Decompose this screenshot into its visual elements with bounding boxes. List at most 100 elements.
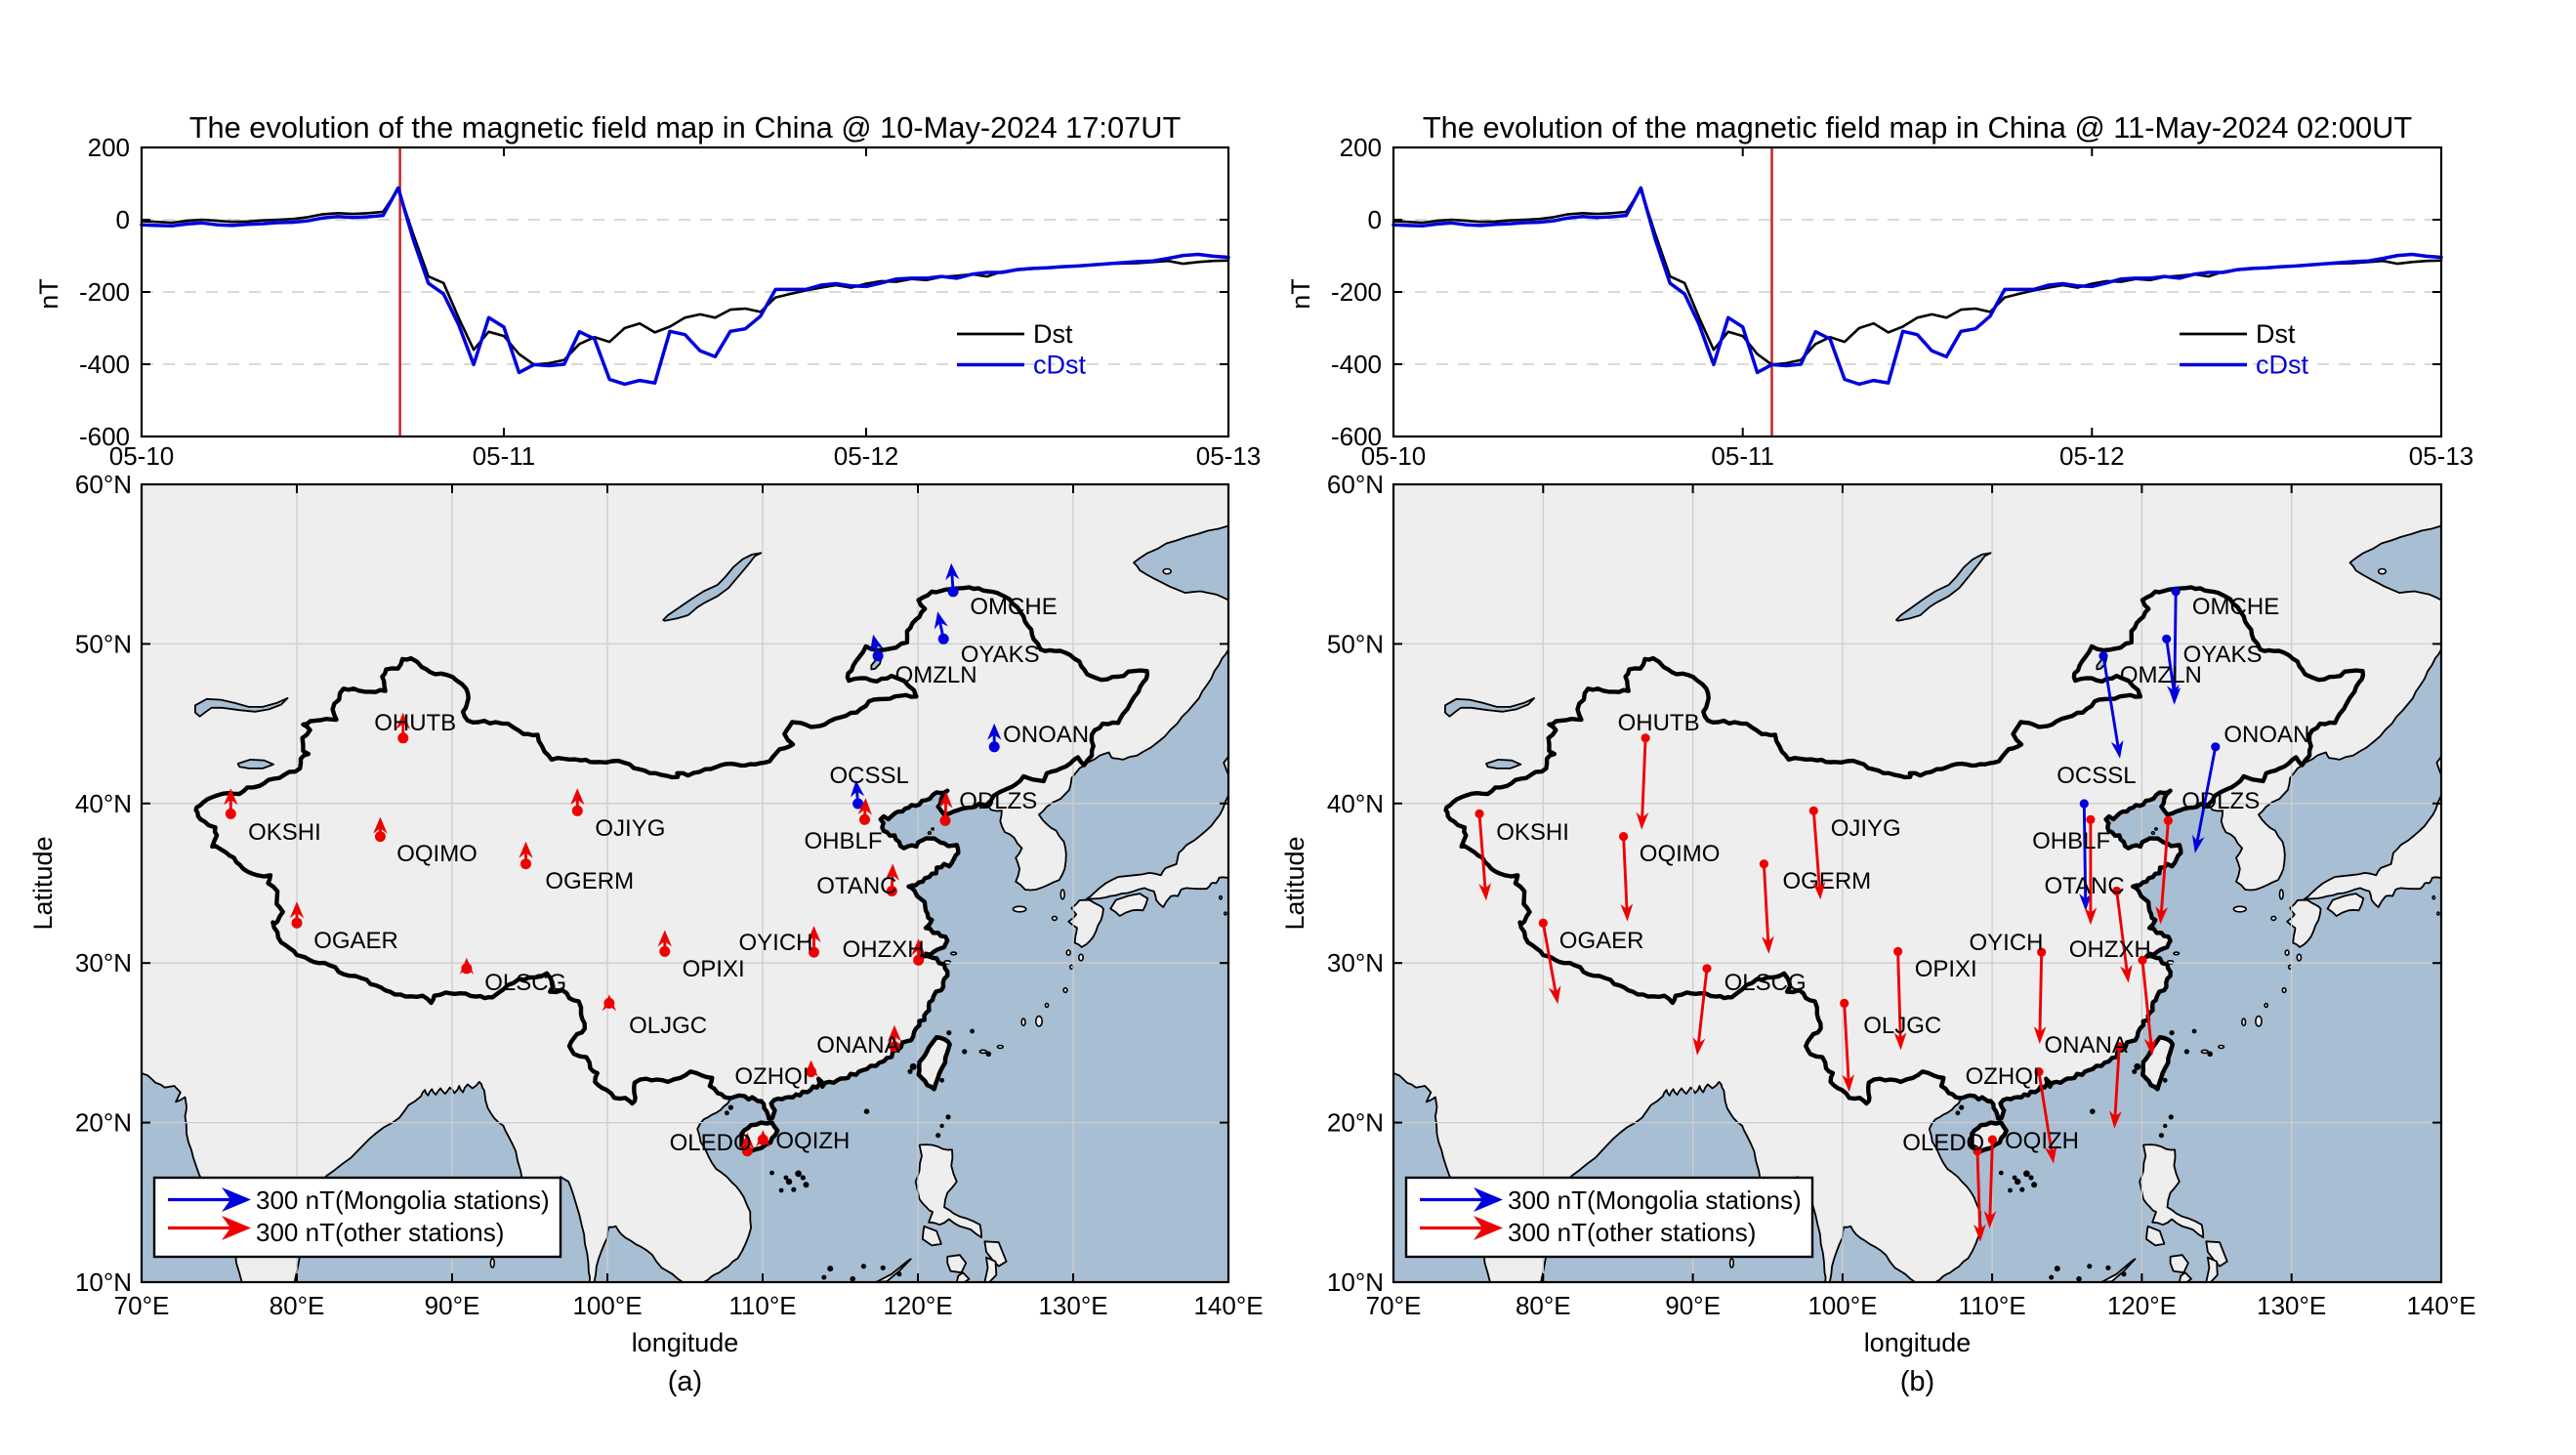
svg-text:OTANC: OTANC [816,873,896,899]
svg-text:OGERM: OGERM [545,868,634,894]
svg-text:OCSSL: OCSSL [830,763,909,789]
svg-text:-600: -600 [79,422,130,451]
svg-text:80°E: 80°E [270,1291,325,1320]
svg-text:OJIYG: OJIYG [595,815,665,842]
svg-text:longitude: longitude [1864,1328,1972,1357]
svg-text:140°E: 140°E [1193,1291,1263,1320]
svg-text:Dst: Dst [2256,319,2296,349]
svg-text:Latitude: Latitude [1280,836,1309,930]
svg-text:200: 200 [1340,133,1382,162]
svg-text:OTANC: OTANC [2045,873,2125,899]
svg-text:cDst: cDst [1033,351,1086,380]
svg-text:nT: nT [34,278,63,310]
svg-text:140°E: 140°E [2406,1291,2475,1320]
svg-text:OGAER: OGAER [313,928,398,954]
svg-text:OPIXI: OPIXI [1915,956,1977,982]
svg-text:OGERM: OGERM [1783,868,1872,894]
svg-text:OMZLN: OMZLN [2120,662,2202,688]
svg-text:20°N: 20°N [1327,1108,1384,1138]
svg-text:300 nT(other stations): 300 nT(other stations) [1508,1218,1756,1247]
svg-text:OJIYG: OJIYG [1831,815,1901,842]
svg-text:100°E: 100°E [572,1291,642,1320]
svg-text:-600: -600 [1331,422,1382,451]
svg-text:110°E: 110°E [728,1291,796,1320]
svg-text:30°N: 30°N [75,948,132,977]
svg-text:10°N: 10°N [1327,1268,1384,1297]
svg-text:OHBLF: OHBLF [2032,828,2110,854]
svg-text:OQIZH: OQIZH [775,1128,850,1154]
svg-text:40°N: 40°N [75,789,132,818]
svg-text:05-11: 05-11 [473,441,536,471]
svg-text:OQIZH: OQIZH [2005,1128,2079,1154]
svg-text:OGAER: OGAER [1559,928,1644,954]
svg-text:OLSCG: OLSCG [1724,970,1807,996]
svg-text:OLJGC: OLJGC [1863,1013,1941,1039]
svg-text:200: 200 [88,133,130,162]
svg-text:The evolution of the magnetic: The evolution of the magnetic field map … [1423,110,2413,145]
svg-text:05-13: 05-13 [1196,441,1262,471]
svg-text:OKSHI: OKSHI [1496,819,1569,846]
svg-text:(a): (a) [668,1366,702,1397]
svg-text:nT: nT [1286,278,1315,310]
svg-text:cDst: cDst [2256,351,2308,380]
svg-text:-200: -200 [79,277,130,307]
svg-text:ODLZS: ODLZS [2181,788,2260,814]
svg-text:10°N: 10°N [75,1268,132,1297]
svg-text:Latitude: Latitude [28,836,58,930]
svg-text:30°N: 30°N [1327,948,1384,977]
svg-text:OHZXH: OHZXH [2069,936,2151,963]
svg-text:ONANA: ONANA [816,1032,899,1059]
svg-text:120°E: 120°E [2107,1291,2177,1320]
svg-text:OMZLN: OMZLN [895,662,977,688]
svg-text:05-12: 05-12 [2059,441,2125,471]
svg-text:longitude: longitude [632,1328,739,1357]
svg-text:OLJGC: OLJGC [629,1013,707,1039]
svg-text:The evolution of the magnetic: The evolution of the magnetic field map … [189,110,1182,145]
svg-text:OQIMO: OQIMO [1640,841,1721,867]
svg-text:OHUTB: OHUTB [1618,710,1700,736]
svg-text:OCSSL: OCSSL [2057,763,2136,789]
svg-text:120°E: 120°E [883,1291,952,1320]
svg-text:110°E: 110°E [1958,1291,2025,1320]
svg-text:80°E: 80°E [1516,1291,1571,1320]
svg-text:OYICH: OYICH [739,930,813,956]
svg-text:OZHQI: OZHQI [1966,1063,2040,1090]
svg-text:60°N: 60°N [75,470,132,499]
svg-text:40°N: 40°N [1327,789,1384,818]
svg-text:90°E: 90°E [1665,1291,1721,1320]
svg-text:ODLZS: ODLZS [959,788,1037,814]
svg-text:50°N: 50°N [75,629,132,658]
svg-text:OPIXI: OPIXI [683,956,745,982]
svg-text:100°E: 100°E [1807,1291,1877,1320]
svg-text:OLEDO: OLEDO [670,1130,752,1156]
svg-text:0: 0 [1368,205,1382,234]
svg-text:Dst: Dst [1033,319,1073,349]
svg-text:OMCHE: OMCHE [2192,594,2279,620]
svg-text:OLSCG: OLSCG [484,970,566,996]
svg-text:ONANA: ONANA [2045,1032,2128,1059]
svg-text:OYICH: OYICH [1970,930,2044,956]
svg-text:05-11: 05-11 [1711,441,1774,471]
svg-text:OKSHI: OKSHI [248,819,321,846]
svg-text:ONOAN: ONOAN [2223,722,2309,748]
svg-text:300 nT(Mongolia stations): 300 nT(Mongolia stations) [1508,1185,1802,1215]
svg-text:-400: -400 [1331,350,1382,379]
svg-text:-200: -200 [1331,277,1382,307]
svg-text:OHBLF: OHBLF [805,828,883,854]
svg-text:300 nT(Mongolia stations): 300 nT(Mongolia stations) [256,1185,550,1215]
svg-text:OMCHE: OMCHE [970,594,1057,620]
svg-text:300 nT(other stations): 300 nT(other stations) [256,1218,504,1247]
svg-text:-400: -400 [79,350,130,379]
svg-text:20°N: 20°N [75,1108,132,1138]
svg-text:OZHQI: OZHQI [734,1063,809,1090]
svg-text:OHZXH: OHZXH [843,936,925,963]
svg-text:50°N: 50°N [1327,629,1384,658]
svg-text:OLEDO: OLEDO [1902,1130,1984,1156]
svg-text:130°E: 130°E [1038,1291,1107,1320]
svg-text:130°E: 130°E [2257,1291,2326,1320]
svg-text:ONOAN: ONOAN [1003,722,1089,748]
svg-text:60°N: 60°N [1327,470,1384,499]
svg-text:90°E: 90°E [425,1291,480,1320]
svg-text:05-13: 05-13 [2409,441,2474,471]
svg-text:OQIMO: OQIMO [396,841,478,867]
